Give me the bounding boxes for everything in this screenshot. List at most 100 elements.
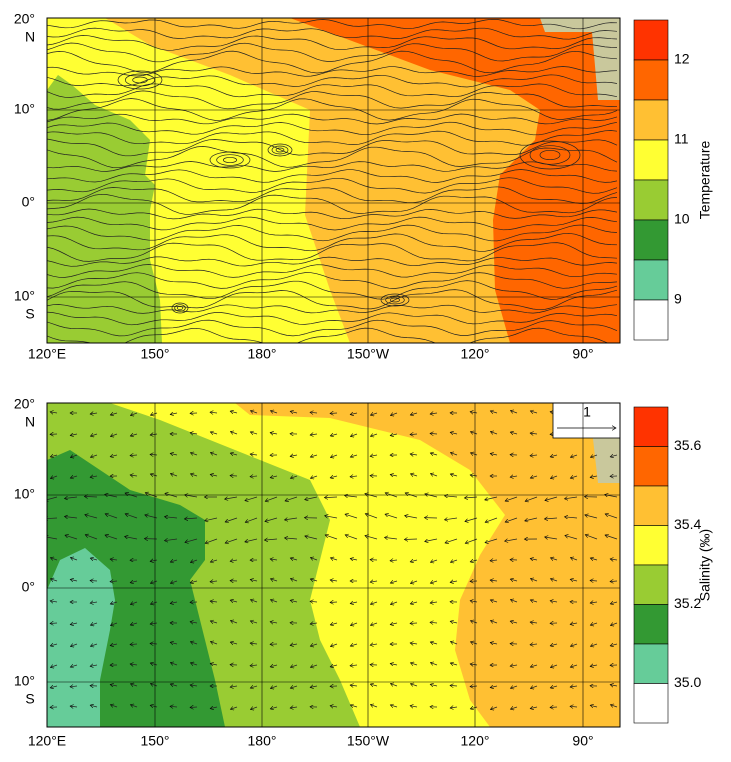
current-vector <box>130 602 138 604</box>
current-vector <box>485 517 498 522</box>
current-vector <box>310 686 318 687</box>
current-vector <box>350 455 358 457</box>
current-vector <box>125 514 138 519</box>
current-vector <box>410 623 418 624</box>
current-vector <box>350 476 358 477</box>
current-vector <box>210 601 218 602</box>
eddy <box>539 149 561 161</box>
current-vector <box>430 684 438 686</box>
eddy <box>216 154 244 166</box>
current-vector <box>285 518 298 520</box>
current-vector <box>310 434 318 435</box>
streamline <box>47 161 618 172</box>
current-vector <box>450 474 458 476</box>
current-vector <box>150 581 158 583</box>
current-vector <box>470 686 478 687</box>
map-frame <box>46 17 621 344</box>
current-vector <box>450 432 458 434</box>
current-vector <box>130 644 138 645</box>
current-vector <box>230 560 238 561</box>
current-vector <box>410 413 418 415</box>
current-vector <box>230 476 238 477</box>
current-vector <box>270 559 278 560</box>
current-vector <box>330 455 338 457</box>
current-vector <box>370 623 378 625</box>
current-vector <box>570 644 578 646</box>
current-vector <box>170 474 178 476</box>
eddy <box>222 156 238 164</box>
current-vector <box>404 539 418 540</box>
current-vector <box>125 537 138 540</box>
current-vector <box>290 600 298 602</box>
current-vector <box>545 537 558 539</box>
current-vector <box>590 602 598 603</box>
colorbar-box <box>633 564 669 605</box>
current-vector <box>590 558 598 560</box>
current-vector <box>130 413 138 415</box>
current-vector <box>530 411 538 413</box>
current-vector <box>170 560 178 562</box>
current-vector <box>230 621 238 623</box>
colorbar-title: Salinity (‰) <box>697 529 713 601</box>
current-vector <box>330 665 338 667</box>
current-vector <box>250 600 258 602</box>
current-vector <box>70 686 78 687</box>
current-vector <box>405 516 418 519</box>
current-vector <box>505 539 518 541</box>
current-vector <box>190 453 198 455</box>
current-vector <box>310 558 318 560</box>
current-vector <box>50 455 58 457</box>
streamline <box>47 319 618 337</box>
current-vector <box>285 496 298 501</box>
current-vector <box>410 602 418 604</box>
land <box>592 430 620 483</box>
current-vector <box>170 663 178 665</box>
current-vector <box>270 665 278 667</box>
current-vector <box>290 455 298 456</box>
current-vector <box>450 642 458 644</box>
current-vector <box>210 642 218 644</box>
current-vector <box>270 707 278 709</box>
eddy <box>171 302 189 314</box>
eddy <box>389 297 401 303</box>
current-vector <box>50 665 58 667</box>
current-vector <box>270 433 278 434</box>
current-vector <box>530 665 538 667</box>
current-vector <box>530 600 538 602</box>
current-vector <box>450 663 458 665</box>
current-vector <box>590 644 598 646</box>
streamline <box>47 169 618 183</box>
current-vector <box>430 663 438 665</box>
colorbar-box <box>633 643 669 684</box>
current-vector <box>47 496 58 500</box>
current-vector <box>390 664 398 666</box>
current-vector <box>230 600 238 602</box>
streamline <box>47 66 618 77</box>
current-vector <box>530 455 538 456</box>
current-vector <box>185 538 198 542</box>
current-vector <box>190 581 198 583</box>
current-vector <box>110 685 118 687</box>
current-vector <box>510 665 518 666</box>
current-vector <box>605 535 618 540</box>
current-vector <box>510 476 518 477</box>
current-vector <box>150 474 158 476</box>
current-vector <box>330 602 338 603</box>
current-vector <box>490 432 498 434</box>
y-axis-label: 20° <box>14 396 35 412</box>
x-axis-label: 150° <box>141 346 170 362</box>
current-vector <box>370 455 378 456</box>
current-vector <box>85 535 98 540</box>
current-vector <box>544 518 558 519</box>
current-vector <box>47 537 58 539</box>
x-axis-label: 120° <box>461 733 490 749</box>
streamline <box>47 193 618 215</box>
current-vector <box>505 517 518 522</box>
current-vector <box>370 581 378 582</box>
current-vector <box>350 685 358 686</box>
current-vector <box>370 413 378 415</box>
current-vector <box>230 411 238 413</box>
current-vector <box>470 621 478 623</box>
colorbar-box <box>633 406 669 447</box>
current-vector <box>150 663 158 665</box>
